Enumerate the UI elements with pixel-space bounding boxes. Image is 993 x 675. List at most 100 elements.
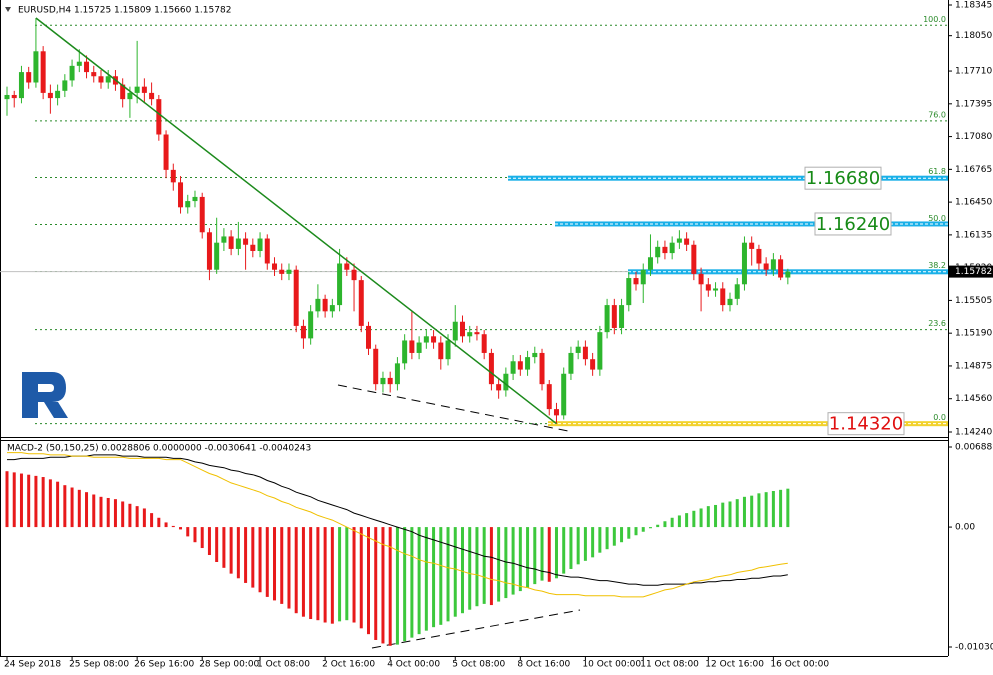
symbol-icon bbox=[5, 7, 11, 12]
macd-bar bbox=[439, 527, 443, 625]
candle-body bbox=[561, 373, 567, 416]
candle-body bbox=[26, 72, 32, 83]
candle bbox=[713, 282, 719, 297]
candle-body bbox=[329, 305, 335, 312]
candle-body bbox=[568, 352, 574, 374]
level-label: 1.16240 bbox=[816, 214, 890, 235]
macd-bar bbox=[468, 527, 472, 610]
fib-label: 50.0 bbox=[928, 214, 946, 223]
macd-bar bbox=[489, 527, 493, 606]
candle-body bbox=[611, 305, 617, 328]
candle bbox=[329, 298, 335, 318]
candle bbox=[488, 348, 494, 391]
candle-body bbox=[243, 238, 249, 245]
macd-bar bbox=[750, 495, 754, 528]
macd-bar bbox=[330, 527, 334, 624]
candle-body bbox=[91, 72, 97, 77]
candle-body bbox=[720, 288, 726, 306]
macd-bar bbox=[518, 527, 522, 592]
fib-label: 0.0 bbox=[933, 413, 946, 422]
macd-bar bbox=[554, 527, 558, 579]
macd-bar bbox=[164, 522, 168, 528]
candle-body bbox=[431, 336, 437, 343]
candle-body bbox=[423, 336, 429, 343]
macd-bar bbox=[48, 479, 52, 528]
macd-bar bbox=[453, 527, 457, 617]
candle bbox=[170, 163, 176, 191]
candle-body bbox=[18, 72, 24, 99]
candle-body bbox=[684, 238, 690, 245]
candle bbox=[192, 190, 198, 208]
y-tick-label: 1.16135 bbox=[955, 230, 992, 240]
macd-bar bbox=[63, 485, 67, 528]
macd-bar bbox=[374, 527, 378, 640]
x-tick-label: 2 Oct 16:00 bbox=[322, 660, 375, 670]
candle bbox=[293, 265, 299, 333]
candle bbox=[149, 82, 155, 106]
macd-bar bbox=[280, 527, 284, 604]
candle bbox=[568, 346, 574, 380]
candle-body bbox=[452, 321, 458, 341]
macd-bar bbox=[497, 527, 501, 602]
candle bbox=[698, 267, 704, 312]
y-tick-label: 1.15505 bbox=[955, 296, 992, 306]
candle-body bbox=[149, 92, 155, 100]
candle-body bbox=[778, 259, 784, 278]
trend-line bbox=[35, 17, 557, 425]
candle-body bbox=[597, 332, 603, 370]
macd-bar bbox=[482, 527, 486, 604]
candle-body bbox=[47, 92, 53, 99]
candle-body bbox=[228, 236, 234, 249]
candle-body bbox=[199, 196, 205, 233]
candle bbox=[633, 271, 639, 291]
macd-bar bbox=[526, 527, 530, 588]
candle-body bbox=[785, 271, 791, 278]
candle-body bbox=[69, 65, 75, 81]
macd-bar bbox=[634, 527, 638, 536]
macd-bar bbox=[359, 527, 363, 629]
candle-body bbox=[481, 334, 487, 353]
candle bbox=[4, 86, 10, 116]
candle-body bbox=[127, 92, 133, 100]
candle bbox=[380, 371, 386, 393]
macd-bar bbox=[200, 527, 204, 549]
candle-body bbox=[351, 269, 357, 281]
fib-label: 100.0 bbox=[923, 15, 946, 24]
macd-bar bbox=[388, 527, 392, 646]
candle bbox=[575, 340, 581, 360]
candle-body bbox=[120, 84, 126, 100]
candle bbox=[727, 292, 733, 312]
macd-bar bbox=[511, 527, 515, 595]
candle bbox=[91, 65, 97, 83]
macd-bar bbox=[663, 521, 667, 528]
macd-bar bbox=[670, 517, 674, 528]
fib-label: 23.6 bbox=[928, 319, 946, 328]
candle-body bbox=[510, 361, 516, 374]
candle bbox=[315, 284, 321, 318]
macd-bar bbox=[301, 527, 305, 617]
macd-bar bbox=[764, 492, 768, 528]
candle bbox=[705, 278, 711, 297]
level-label: 1.14320 bbox=[829, 414, 903, 435]
price-tag bbox=[949, 265, 993, 278]
candle bbox=[178, 176, 184, 214]
y-tick-label: 1.16450 bbox=[955, 198, 992, 208]
candle-body bbox=[496, 384, 502, 391]
macd-bar bbox=[352, 527, 356, 623]
macd-bar bbox=[656, 524, 660, 528]
candle-body bbox=[626, 278, 632, 306]
candle-body bbox=[387, 377, 393, 385]
candle bbox=[11, 90, 17, 108]
macd-bar bbox=[121, 501, 125, 528]
candle bbox=[105, 70, 111, 89]
candle-body bbox=[474, 332, 480, 335]
candle-body bbox=[322, 298, 328, 312]
candle-body bbox=[546, 384, 552, 410]
candle-body bbox=[517, 361, 523, 370]
macd-bar bbox=[236, 527, 240, 579]
candle-body bbox=[539, 352, 545, 385]
macd-bar bbox=[569, 527, 573, 569]
candle bbox=[279, 263, 285, 281]
candle bbox=[141, 78, 147, 104]
